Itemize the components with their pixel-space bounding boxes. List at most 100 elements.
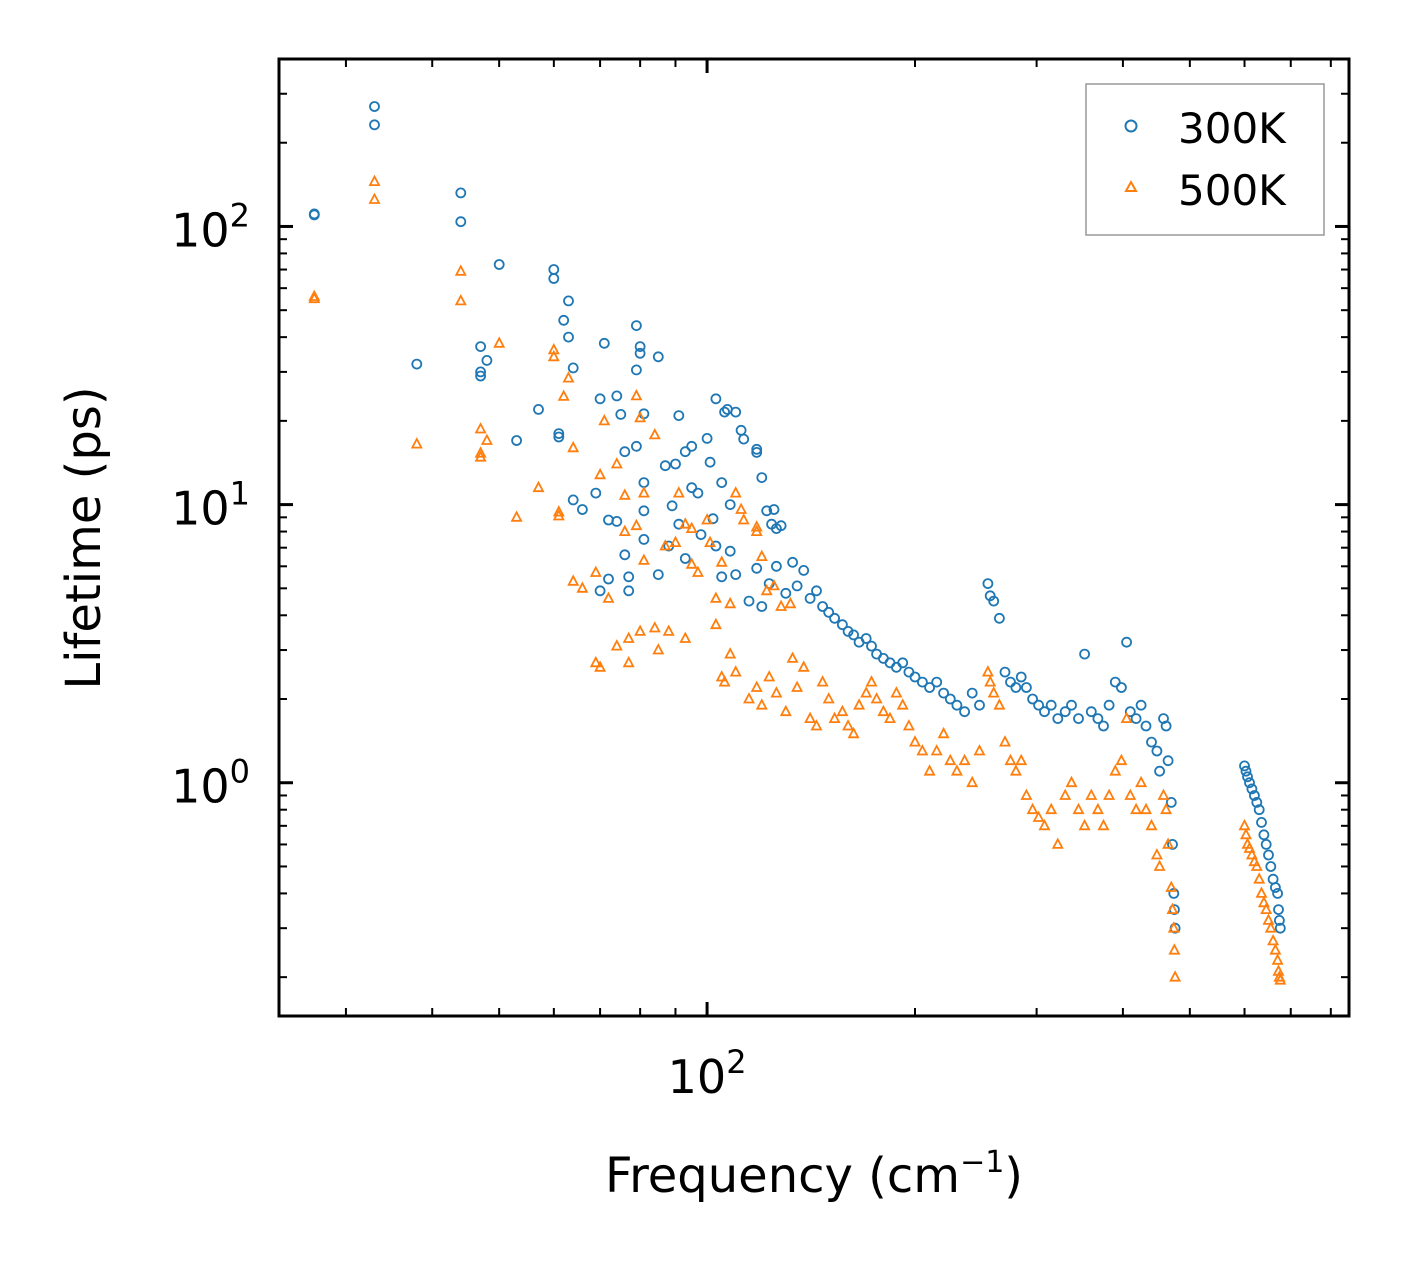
point-500k: [672, 486, 685, 498]
point-300k: [710, 393, 722, 405]
point-300k: [1244, 777, 1255, 789]
point-500k: [709, 591, 722, 603]
point-300k: [860, 633, 872, 644]
point-500k: [669, 535, 682, 547]
point-300k: [751, 443, 763, 455]
point-500k: [594, 660, 607, 672]
point-500k: [1238, 818, 1251, 831]
point-300k: [761, 505, 773, 517]
point-300k: [791, 580, 803, 592]
point-300k: [756, 472, 768, 484]
point-500k: [981, 665, 994, 677]
point-300k: [1109, 676, 1121, 688]
point-500k: [1015, 753, 1028, 766]
point-300k: [1010, 682, 1022, 693]
point-300k: [804, 593, 816, 604]
point-300k: [1246, 783, 1258, 795]
point-500k: [634, 410, 647, 423]
point-300k: [1251, 797, 1263, 808]
legend-marker-500k: [1124, 179, 1138, 192]
point-500k: [594, 467, 607, 480]
point-500k: [1103, 788, 1116, 800]
point-500k: [557, 389, 570, 401]
point-500k: [648, 427, 661, 440]
point-500k: [691, 565, 704, 577]
point-300k: [558, 314, 570, 326]
point-300k: [1103, 699, 1115, 711]
point-500k: [966, 775, 979, 788]
point-300k: [701, 432, 713, 444]
point-500k: [1065, 775, 1078, 788]
point-500k: [987, 686, 1000, 698]
point-500k: [937, 726, 950, 739]
point-300k: [1116, 682, 1127, 693]
point-300k: [1256, 817, 1267, 828]
point-300k: [548, 273, 560, 284]
point-500k: [598, 413, 611, 426]
point-500k: [890, 686, 903, 698]
point-300k: [751, 562, 763, 574]
point-500k: [552, 505, 565, 517]
point-300k: [623, 585, 635, 597]
point-300k: [1274, 915, 1285, 926]
point-500k: [1078, 818, 1091, 831]
point-300k: [611, 516, 623, 527]
point-500k: [589, 565, 602, 577]
point-300k: [493, 259, 505, 270]
point-500k: [1145, 818, 1158, 831]
point-500k: [853, 698, 866, 710]
legend: 300K 500K: [1085, 83, 1325, 236]
point-500k: [810, 719, 823, 731]
point-300k: [623, 571, 635, 583]
point-500k: [909, 735, 921, 747]
point-300k: [1066, 699, 1077, 711]
point-500k: [567, 574, 580, 586]
point-300k: [619, 549, 631, 561]
point-500k: [1162, 837, 1175, 849]
point-500k: [729, 486, 742, 498]
point-300k: [533, 403, 544, 415]
point-300k: [1239, 760, 1250, 772]
point-500k: [950, 764, 963, 776]
point-300k: [719, 406, 730, 418]
point-300k: [1242, 771, 1253, 783]
point-300k: [756, 601, 768, 612]
point-300k: [553, 431, 565, 443]
point-300k: [695, 529, 707, 540]
point-500k: [630, 388, 643, 401]
point-300k: [974, 699, 985, 711]
point-300k: [411, 358, 423, 370]
point-300k: [848, 629, 859, 641]
point-300k: [1027, 693, 1038, 705]
point-300k: [966, 687, 978, 699]
point-300k: [866, 640, 877, 652]
point-500k: [589, 655, 602, 668]
point-500k: [1157, 788, 1170, 800]
point-500k: [1243, 841, 1256, 853]
point-300k: [787, 556, 798, 568]
point-300k: [917, 676, 928, 688]
point-500k: [1120, 711, 1133, 723]
point-300k: [1079, 648, 1090, 660]
point-500k: [816, 675, 829, 687]
point-300k: [775, 520, 787, 532]
point-500k: [622, 655, 635, 668]
point-300k: [475, 341, 487, 353]
point-500k: [1032, 810, 1045, 822]
point-300k: [1059, 706, 1071, 718]
point-300k: [1240, 765, 1252, 777]
point-500k: [1165, 880, 1178, 892]
point-500k: [715, 555, 728, 567]
point-300k: [670, 458, 681, 470]
point-500k: [884, 711, 896, 723]
point-500k: [1274, 973, 1287, 985]
point-500k: [984, 675, 997, 687]
point-300k: [1273, 904, 1284, 915]
point-500k: [1091, 802, 1104, 815]
point-500k: [648, 621, 661, 633]
point-300k: [738, 433, 750, 445]
point-500k: [865, 675, 878, 687]
y-tick-label: 101: [171, 475, 250, 536]
point-300k: [1167, 839, 1178, 850]
